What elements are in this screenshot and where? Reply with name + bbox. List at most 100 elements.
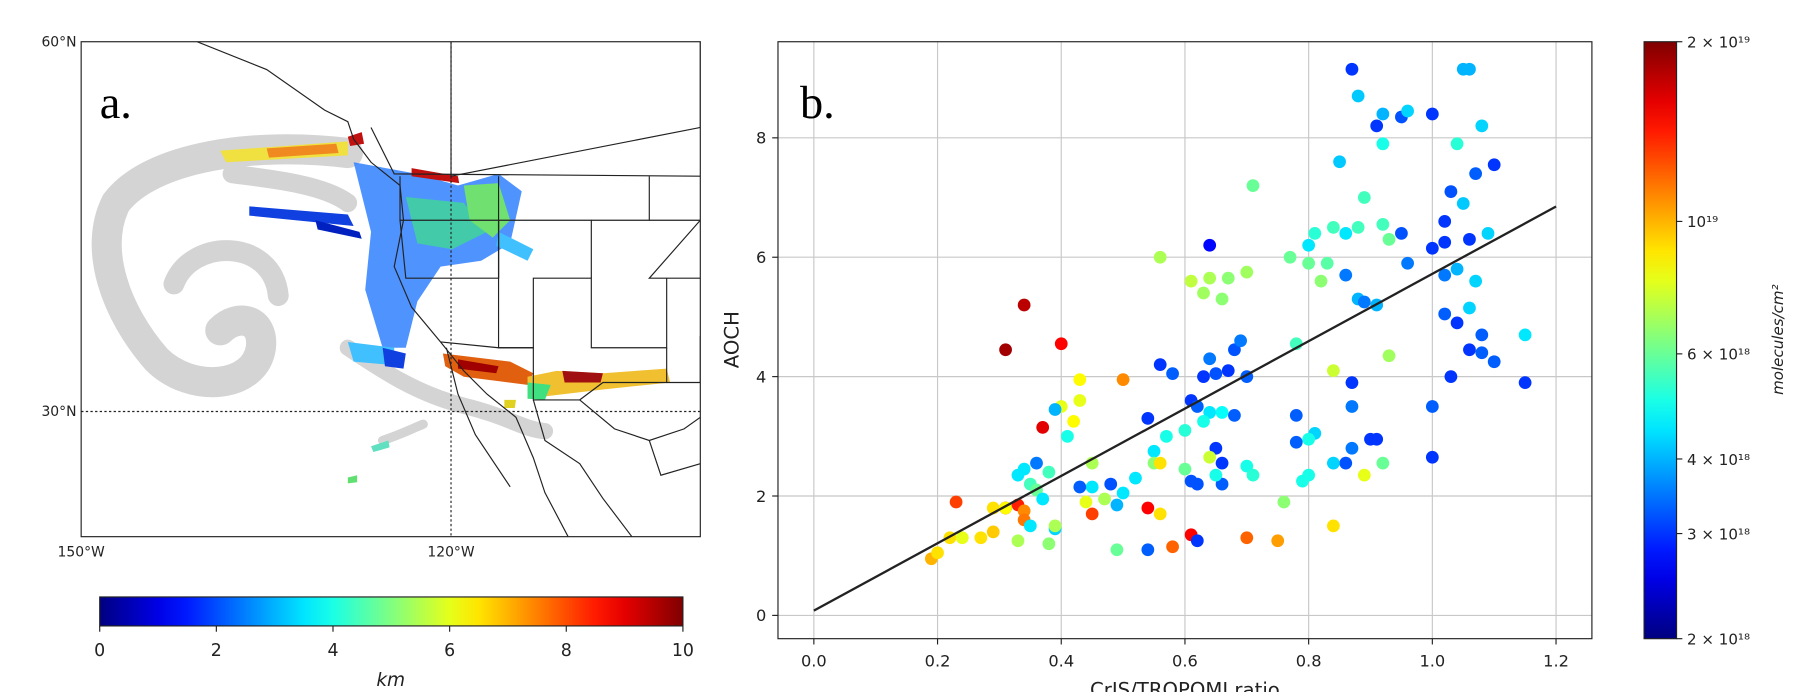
- scatter-point: [1357, 468, 1371, 482]
- colorbar-tick-label: 10¹⁹: [1687, 213, 1718, 231]
- scatter-point: [949, 495, 963, 509]
- scatter-point: [1283, 250, 1297, 264]
- scatter-point: [1017, 298, 1031, 312]
- x-axis-label: CrIS/TROPOMI ratio: [1090, 679, 1280, 692]
- scatter-point: [1401, 256, 1414, 270]
- y-tick-label: 4: [756, 367, 766, 386]
- scatter-point: [1469, 167, 1483, 181]
- scatter-point: [1351, 221, 1365, 234]
- scatter-point: [1209, 468, 1223, 482]
- scatter-point: [1153, 507, 1167, 521]
- scatter-point: [1345, 441, 1359, 455]
- scatter-point: [1153, 358, 1167, 372]
- scatter-point: [1382, 232, 1396, 246]
- scatter-point: [1011, 534, 1025, 548]
- lon-label: 120°W: [427, 544, 475, 560]
- scatter-point: [1345, 62, 1359, 76]
- scatter-point: [1487, 355, 1501, 369]
- scatter-point: [1469, 274, 1483, 288]
- colorbar-tick-label: 0: [94, 641, 105, 661]
- scatter-point: [1382, 349, 1396, 363]
- scatter-point: [1289, 409, 1303, 422]
- scatter-point: [1456, 197, 1470, 210]
- scatter-point: [1061, 429, 1074, 443]
- scatter-point: [1228, 409, 1241, 422]
- scatter-point: [1153, 456, 1167, 470]
- scatter-point: [1073, 394, 1087, 407]
- colorbar-tick-label: 8: [561, 641, 572, 661]
- scatter-point: [1234, 334, 1247, 348]
- scatter-point: [1438, 215, 1452, 228]
- scatter-point: [1444, 185, 1458, 198]
- scatter-point: [1141, 412, 1155, 425]
- scatter-point: [1395, 226, 1408, 240]
- scatter-point: [1277, 495, 1291, 509]
- scatter-point: [1376, 107, 1390, 121]
- scatter-point: [1190, 534, 1204, 548]
- scatter-point: [1327, 221, 1340, 234]
- scatter-point: [1153, 250, 1167, 264]
- scatter-point: [974, 531, 988, 545]
- scatter-point: [1203, 271, 1217, 285]
- scatter-point: [1116, 486, 1130, 500]
- scatter-point: [1017, 462, 1031, 476]
- colorbar-tick-label: 6 × 10¹⁸: [1687, 346, 1750, 364]
- scatter-point: [999, 343, 1012, 357]
- scatter-point: [1376, 218, 1390, 231]
- scatter-point: [1425, 450, 1439, 464]
- scatter-point: [1166, 540, 1179, 554]
- scatter-point: [1228, 343, 1241, 357]
- scatter-point: [1054, 337, 1068, 351]
- colorbar: [1643, 41, 1678, 640]
- colorbar-tick-label: 10: [672, 641, 694, 661]
- scatter-point: [1308, 226, 1322, 240]
- colorbar-tick-label: 4: [327, 641, 338, 661]
- scatter-point: [1178, 423, 1192, 437]
- scatter-point: [1314, 274, 1328, 288]
- scatter-point: [1147, 444, 1161, 458]
- scatter-point: [1370, 432, 1384, 446]
- colorbar: [99, 596, 684, 627]
- scatter-point: [1197, 370, 1210, 383]
- scatter-point: [1203, 238, 1217, 252]
- scatter-point: [1357, 295, 1371, 309]
- scatter-point: [1518, 328, 1532, 342]
- scatter-point: [1067, 415, 1080, 428]
- scatter-point: [1463, 343, 1476, 357]
- scatter-point: [1444, 370, 1458, 383]
- scatter-point: [1240, 531, 1254, 545]
- scatter-point: [1042, 537, 1056, 551]
- colorbar-tick-label: 4 × 10¹⁸: [1687, 451, 1750, 469]
- x-tick-label: 0.4: [1048, 652, 1074, 671]
- scatter-point: [1475, 328, 1489, 342]
- scatter-point: [1042, 465, 1056, 479]
- scatter-point: [1184, 474, 1198, 488]
- y-tick-label: 6: [756, 248, 766, 267]
- scatter-point: [1048, 403, 1062, 416]
- scatter-point: [1370, 119, 1384, 133]
- colorbar-tick-label: 6: [444, 641, 455, 661]
- scatter-point: [1110, 498, 1124, 512]
- scatter-point: [1030, 456, 1043, 470]
- scatter-point: [955, 531, 969, 545]
- x-tick-label: 0.8: [1296, 652, 1322, 671]
- lat-label: 60°N: [41, 34, 76, 50]
- scatter-point: [1487, 158, 1501, 172]
- scatter-point: [1302, 432, 1316, 446]
- smoke-plume: [91, 134, 554, 446]
- x-tick-label: 1.0: [1419, 652, 1445, 671]
- scatter-point: [1098, 492, 1111, 506]
- scatter-point: [1450, 262, 1464, 276]
- scatter-point: [1481, 226, 1495, 240]
- scatter-point: [1463, 232, 1476, 246]
- scatter-point: [1036, 492, 1050, 506]
- scatter-point: [1357, 191, 1371, 204]
- scatter-point: [1073, 480, 1087, 494]
- scatter-point: [1215, 456, 1229, 470]
- scatter-point: [1345, 400, 1359, 413]
- scatter-point: [1215, 406, 1229, 419]
- scatter-point: [986, 525, 1000, 539]
- lat-label: 30°N: [41, 404, 76, 420]
- scatter-point: [1339, 268, 1353, 282]
